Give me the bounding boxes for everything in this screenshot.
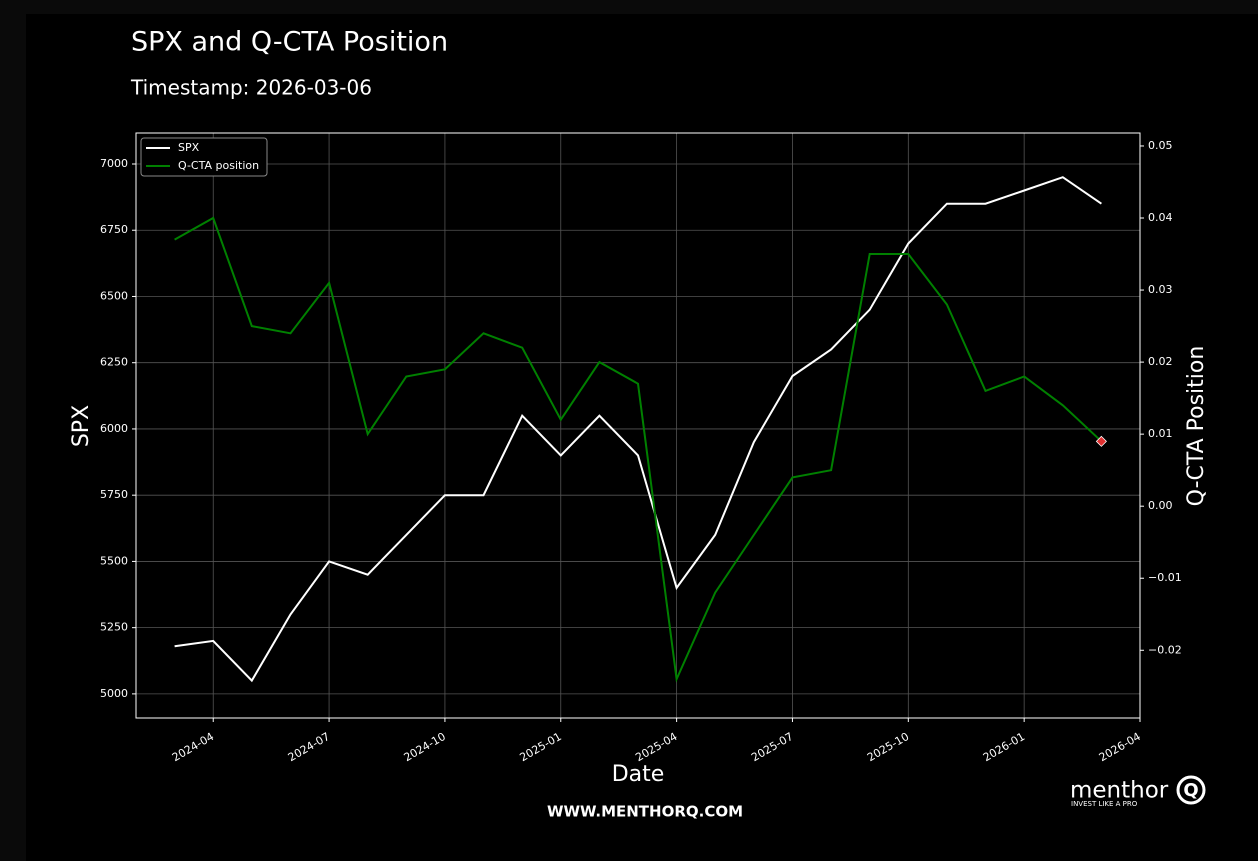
y-tick-label: 6250: [100, 356, 128, 369]
y2-axis-label: Q-CTA Position: [1184, 346, 1209, 507]
y2-tick-label: 0.04: [1148, 211, 1173, 224]
series-line: [174, 176, 1102, 683]
tagline: INVEST LIKE A PRO: [1071, 800, 1138, 808]
y2-tick-label: 0.00: [1148, 499, 1173, 512]
y-tick-label: 6500: [100, 289, 128, 302]
y2-tick-label: −0.02: [1148, 643, 1182, 656]
legend-label: Q-CTA position: [178, 159, 259, 172]
y-tick-label: 5500: [100, 554, 128, 567]
legend-label: SPX: [178, 141, 200, 154]
brand: menthor: [1070, 778, 1169, 804]
subtitle: Timestamp: 2026-03-06: [130, 76, 372, 100]
y2-tick-label: 0.05: [1148, 139, 1173, 152]
y-tick-label: 5000: [100, 687, 128, 700]
y-tick-label: 5750: [100, 488, 128, 501]
y-tick-label: 6000: [100, 422, 128, 435]
footer: WWW.MENTHORQ.COM: [547, 803, 743, 821]
y-axis-label: SPX: [69, 405, 94, 447]
brand-logo: [1176, 775, 1206, 805]
y2-tick-label: 0.02: [1148, 355, 1173, 368]
y2-tick-label: 0.03: [1148, 283, 1173, 296]
last-marker: [1095, 435, 1107, 447]
y-tick-label: 6750: [100, 223, 128, 236]
plot-frame: [135, 132, 1141, 719]
y-tick-label: 7000: [100, 157, 128, 170]
legend-box: [140, 137, 268, 177]
y2-tick-label: −0.01: [1148, 571, 1182, 584]
brand-mark: Q: [1183, 780, 1198, 801]
y2-tick-label: 0.01: [1148, 427, 1173, 440]
x-axis-label: Date: [612, 762, 665, 787]
chart-title: SPX and Q-CTA Position: [131, 27, 448, 58]
series-line: [174, 216, 1103, 683]
y-tick-label: 5250: [100, 621, 128, 634]
